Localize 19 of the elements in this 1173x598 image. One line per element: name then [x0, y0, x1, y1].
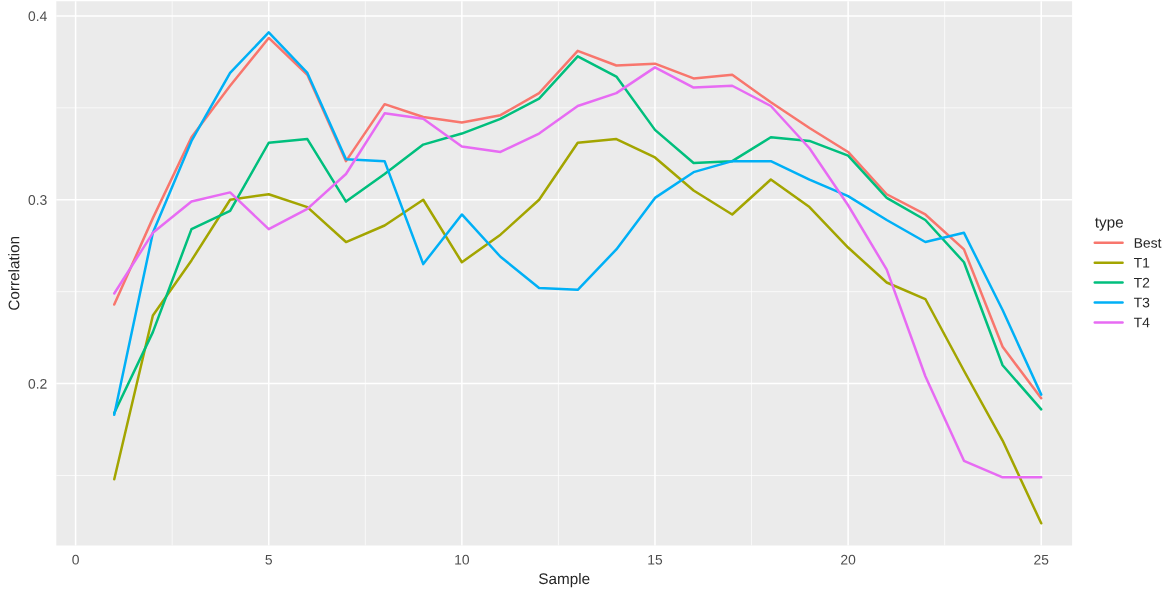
- y-tick-label: 0.3: [28, 195, 47, 205]
- y-axis-title: Correlation: [8, 236, 20, 310]
- y-tick-label: 0.4: [28, 11, 47, 22]
- x-tick-label: 20: [841, 554, 856, 565]
- legend-label: T2: [1133, 277, 1150, 288]
- line-series: [112, 66, 1043, 479]
- x-axis-title: Sample: [539, 572, 590, 588]
- legend-label: T3: [1133, 297, 1150, 308]
- x-tick-label: 0: [72, 554, 79, 565]
- x-tick-label: 25: [1034, 554, 1049, 565]
- y-tick-label: 0.2: [28, 378, 47, 389]
- legend-label: T1: [1133, 258, 1150, 268]
- x-tick-label: 10: [455, 554, 470, 565]
- x-tick-label: 5: [265, 554, 273, 565]
- legend-label: T4: [1133, 317, 1150, 328]
- x-tick-label: 15: [648, 554, 663, 565]
- legend-title: type: [1095, 217, 1123, 231]
- line-series: [112, 137, 1043, 525]
- legend-label: Best: [1134, 238, 1162, 248]
